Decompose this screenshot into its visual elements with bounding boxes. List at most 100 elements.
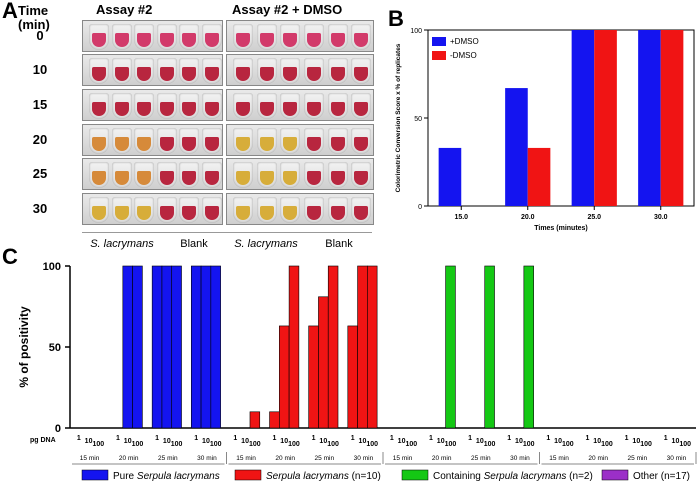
tube-liquid [307,171,321,185]
tube-liquid [259,206,274,220]
bar [151,265,163,429]
tube [304,162,324,188]
tube [327,24,348,50]
dna-tick-label: 1 [155,435,159,442]
time-group-label: 20 min [119,455,139,462]
tube-liquid [92,33,106,47]
tube-liquid [259,137,274,151]
tube [351,24,372,50]
tube-liquid [92,206,106,220]
tube [156,197,177,223]
bar [269,411,280,429]
tube-liquid [92,102,106,116]
tube-strip [226,124,374,156]
bar [638,30,661,206]
tube [256,93,277,119]
legend-swatch [401,469,429,481]
bar [438,147,462,206]
time-group-label: 15 min [549,455,569,462]
bar [571,30,595,206]
y-axis-label: Colorimetric Conversion Score x % of rep… [395,43,402,192]
tube-strip [226,20,374,52]
legend-swatch [81,469,109,481]
bar [484,265,495,429]
tube [233,24,253,50]
tube-liquid [204,171,219,185]
dna-tick-label: 100 [679,441,691,448]
bar [327,265,339,429]
tube [280,162,301,188]
legend-label: Other (n=17) [633,471,690,482]
tube [89,24,109,50]
legend-label: -DMSO [450,51,477,60]
tube-strip [226,193,374,225]
legend-swatch [234,469,262,481]
tube [156,162,177,188]
bar [132,265,143,429]
tube-liquid [92,137,106,151]
tube [179,93,199,119]
x-tick-label: 30.0 [654,214,668,221]
tube [351,128,372,154]
tube-liquid [204,33,219,47]
dna-tick-label: 100 [249,441,261,448]
tube [179,128,199,154]
tube [233,162,253,188]
tube-liquid [137,137,151,151]
tube [304,24,324,50]
tube-liquid [182,206,196,220]
bar [161,265,173,429]
tube-liquid [330,171,345,185]
tube-strip [82,193,223,225]
tube-strip [226,158,374,190]
tube-liquid [137,67,151,81]
dna-tick-label: 100 [562,441,574,448]
y-tick-label: 0 [55,423,61,435]
tube [89,197,109,223]
tube-liquid [307,67,321,81]
dna-tick-label: 10 [241,438,249,445]
time-group-label: 25 min [315,455,335,462]
tube-liquid [204,206,219,220]
tube-liquid [307,206,321,220]
assay-header-left: Assay #2 [96,2,153,17]
tube [111,93,132,119]
tube-liquid [283,67,298,81]
x-tick-label: 25.0 [587,214,601,221]
tube [201,128,222,154]
tube [156,128,177,154]
dna-tick-label: 10 [515,438,523,445]
time-label: 20 [32,132,48,147]
bar [445,265,456,429]
dna-tick-label: 10 [672,438,680,445]
legend-label: Serpula lacrymans (n=10) [266,471,381,482]
tube [89,93,109,119]
y-tick-label: 50 [414,116,422,123]
bar [505,88,528,206]
time-group-label: 20 min [588,455,608,462]
tube [256,162,277,188]
tube [304,58,324,84]
tube-liquid [259,102,274,116]
tube-liquid [330,102,345,116]
bar [190,265,202,429]
tube-liquid [182,137,196,151]
time-group-label: 30 min [354,455,374,462]
time-group-label: 30 min [510,455,530,462]
tube [179,197,199,223]
x-prefix-label: pg DNA [30,437,56,444]
tube-liquid [283,102,298,116]
assay-header-right: Assay #2 + DMSO [232,2,343,17]
tube-strip [82,89,223,121]
tube-strip [82,54,223,86]
bar [210,265,221,429]
tube [280,197,301,223]
tube-liquid [354,171,369,185]
sample-label-left: S. lacrymans [90,238,154,250]
tube-liquid [259,171,274,185]
dna-tick-label: 1 [233,435,237,442]
bar [308,325,319,429]
sample-label-right: S. lacrymans [234,238,298,250]
legend-label: Containing Serpula lacrymans (n=2) [433,471,593,482]
